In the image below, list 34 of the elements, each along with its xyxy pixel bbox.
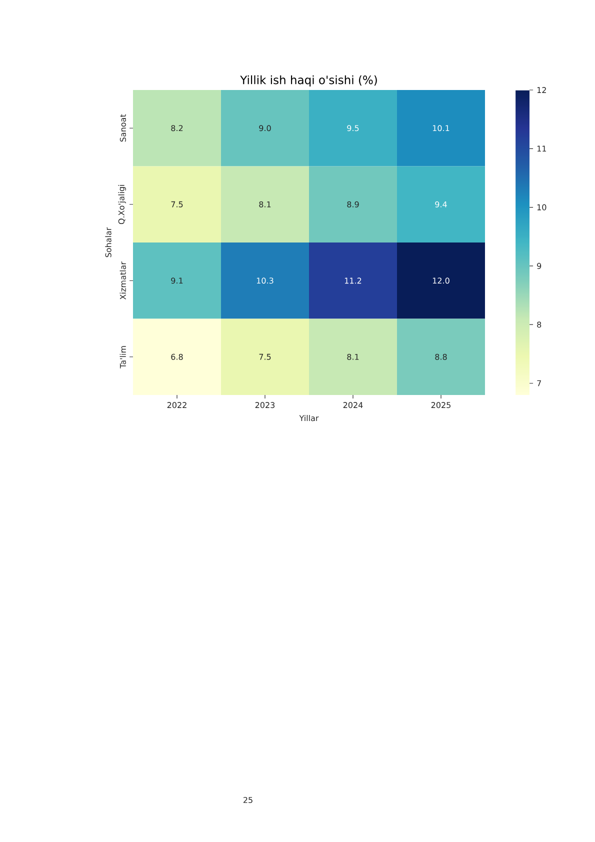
- x-tick-label: 2024: [343, 402, 363, 408]
- y-tick-label: Q.Xo'jaligi: [118, 184, 126, 224]
- y-axis-title: Sohalar: [105, 227, 112, 258]
- text: 25: [243, 796, 252, 804]
- data-label: 7.5: [259, 354, 271, 360]
- chart-title: Yillik ish haqi o'sishi (%): [240, 75, 377, 86]
- y-tick-label: Ta'lim: [120, 346, 126, 368]
- data-label: 8.9: [347, 201, 359, 208]
- data-label: 7.5: [171, 201, 183, 208]
- x-tick-label: 2025: [431, 402, 450, 408]
- data-label: 6.8: [171, 354, 183, 360]
- color-bar-label: 8: [537, 322, 542, 328]
- x-tick-label: 2023: [255, 402, 275, 408]
- data-label: 8.1: [347, 354, 359, 360]
- data-label: 8.8: [435, 354, 447, 360]
- color-bar-label: 12: [537, 87, 546, 93]
- x-tick-label: 2022: [167, 402, 186, 408]
- data-label: 8.1: [259, 201, 271, 208]
- data-label: 11.2: [344, 278, 362, 284]
- color-bar-label: 7: [537, 380, 541, 386]
- color-bar-label: 9: [537, 262, 542, 269]
- color-bar-label: 11: [537, 146, 546, 152]
- y-tick-label: Xizmatlar: [120, 262, 126, 300]
- y-tick-label: Sanoat: [120, 114, 126, 142]
- data-label: 9.5: [347, 125, 359, 132]
- data-label: 9.4: [435, 201, 447, 208]
- color-bar-label: 10: [537, 204, 546, 210]
- data-label: 10.1: [432, 125, 450, 132]
- x-axis-title: Yillar: [299, 414, 319, 422]
- data-label: 9.0: [259, 125, 271, 132]
- data-label: 9.1: [171, 278, 183, 284]
- data-label: 12.0: [432, 278, 450, 284]
- data-label: 8.2: [171, 125, 183, 132]
- data-label: 10.3: [256, 278, 274, 284]
